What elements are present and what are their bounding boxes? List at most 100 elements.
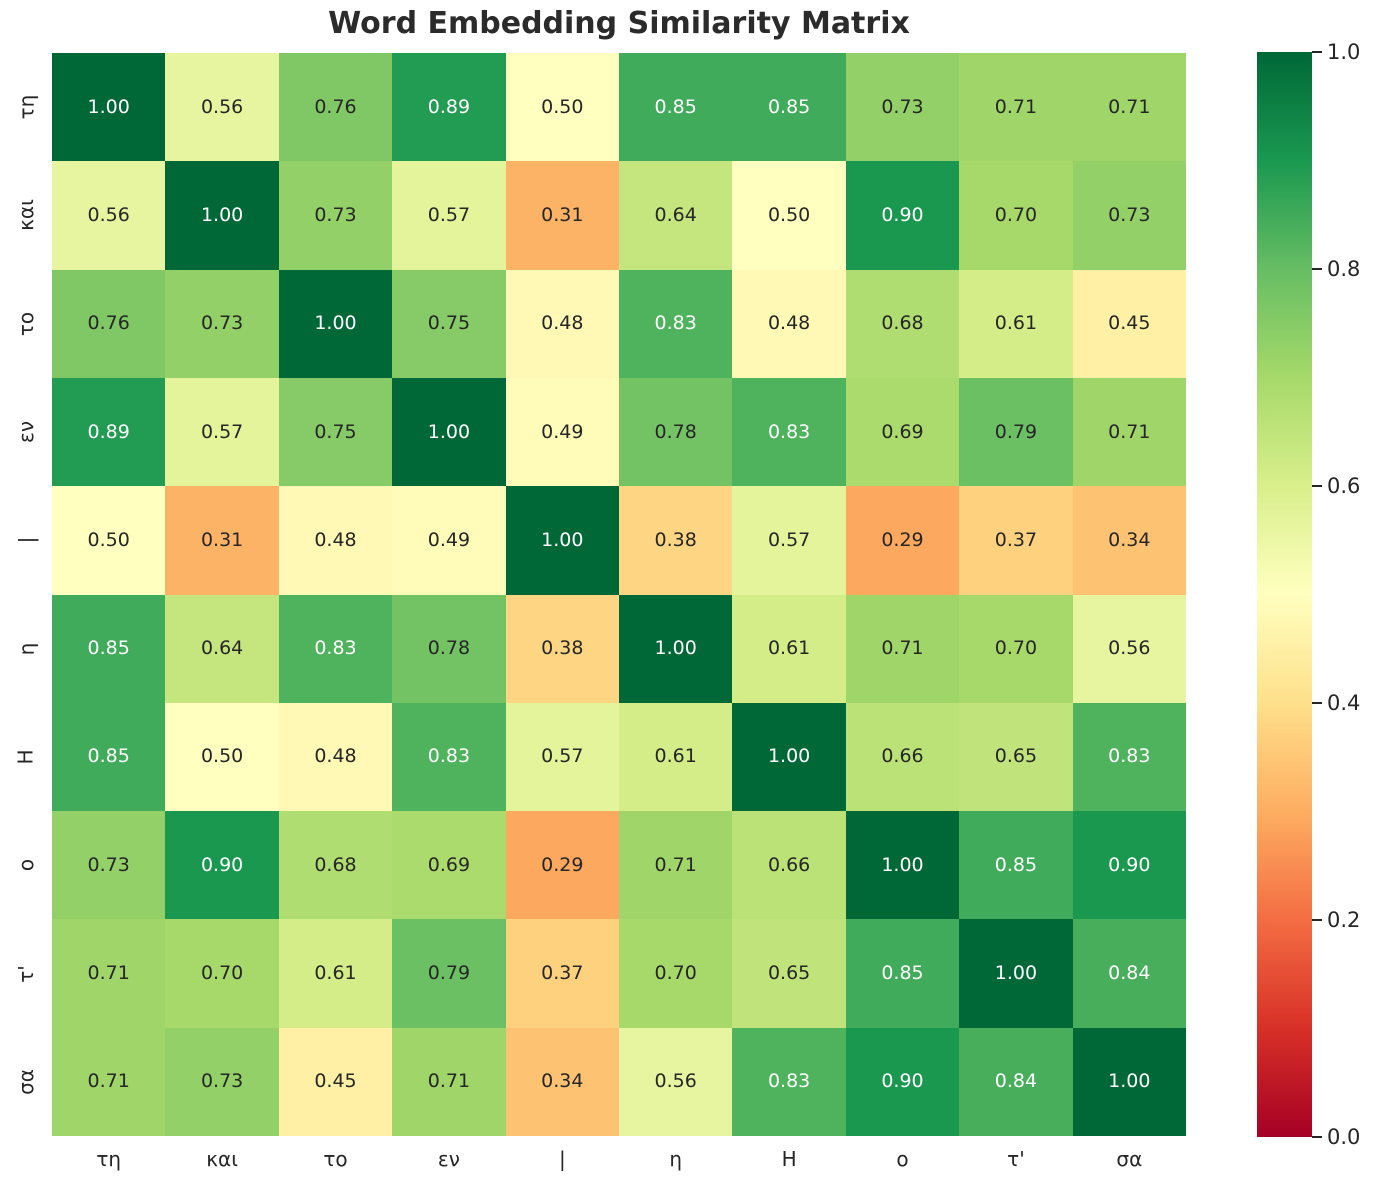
heatmap-cell: 0.49	[505, 377, 619, 487]
heatmap-cell: 0.71	[52, 1027, 166, 1136]
x-tick-label: και	[206, 1147, 238, 1171]
heatmap-cell: 0.34	[1072, 486, 1186, 595]
heatmap-cell: 0.68	[278, 811, 393, 920]
heatmap-cell: 0.83	[392, 702, 506, 812]
heatmap-cell: 0.76	[52, 269, 166, 378]
colorbar-tick-label: 1.0	[1327, 40, 1361, 64]
y-tick-label-text: και	[14, 199, 38, 232]
heatmap-cell: 0.70	[959, 594, 1073, 703]
heatmap-cell: 0.75	[392, 269, 506, 378]
y-tick-label-text: το	[14, 311, 38, 336]
y-tick-label: |	[0, 486, 52, 594]
heatmap-cell: 0.89	[392, 53, 506, 162]
heatmap-cell: 0.57	[505, 702, 619, 812]
heatmap-cell: 0.68	[845, 269, 960, 378]
heatmap-cell: 0.38	[619, 486, 733, 595]
y-tick-label-text: ο	[14, 859, 38, 872]
heatmap-cell: 0.50	[52, 486, 166, 595]
heatmap-cell: 0.85	[959, 811, 1073, 920]
heatmap-cell: 0.89	[52, 377, 166, 487]
heatmap-cell: 0.79	[392, 919, 506, 1028]
y-tick-label: σα	[0, 1028, 52, 1136]
y-tick-label-text: τ'	[13, 964, 38, 983]
heatmap-cell: 1.00	[52, 53, 166, 162]
heatmap-cell: 0.34	[505, 1027, 619, 1136]
colorbar	[1257, 52, 1312, 1137]
y-tick-label-text: τη	[14, 94, 38, 120]
colorbar-tick-mark	[1312, 485, 1322, 487]
heatmap-cell: 0.85	[732, 53, 846, 162]
heatmap-cell: 0.56	[619, 1027, 733, 1136]
heatmap-cell: 0.73	[1072, 161, 1186, 270]
y-tick-label: και	[0, 161, 52, 269]
heatmap-cell: 0.57	[165, 377, 279, 487]
heatmap-cell: 0.83	[619, 269, 733, 378]
colorbar-tick-label: 0.4	[1327, 691, 1361, 715]
heatmap-cell: 0.56	[1072, 594, 1186, 703]
heatmap-cell: 0.69	[392, 811, 506, 920]
heatmap-cell: 0.75	[278, 377, 393, 487]
heatmap-cell: 0.29	[845, 486, 960, 595]
colorbar-tick-mark	[1312, 702, 1322, 704]
x-tick-label: Η	[781, 1147, 797, 1171]
x-tick-label: η	[669, 1147, 683, 1171]
heatmap-cell: 0.83	[278, 594, 393, 703]
heatmap-cell: 0.65	[959, 702, 1073, 812]
heatmap-cell: 0.73	[165, 269, 279, 378]
heatmap-cell: 0.56	[52, 161, 166, 270]
heatmap-cell: 0.73	[52, 811, 166, 920]
heatmap-cell: 0.90	[845, 161, 960, 270]
heatmap-cell: 1.00	[392, 377, 506, 487]
x-tick-label: τη	[96, 1147, 122, 1171]
heatmap-cell: 0.70	[165, 919, 279, 1028]
heatmap-cell: 0.50	[505, 53, 619, 162]
heatmap-cell: 0.57	[732, 486, 846, 595]
y-tick-label-text: σα	[13, 1068, 38, 1095]
heatmap-cell: 0.73	[845, 53, 960, 162]
heatmap-cell: 0.90	[845, 1027, 960, 1136]
heatmap-cell: 0.84	[1072, 919, 1186, 1028]
heatmap-cell: 0.64	[619, 161, 733, 270]
heatmap-cell: 0.73	[165, 1027, 279, 1136]
heatmap-cell: 0.79	[959, 377, 1073, 487]
x-tick-label: σα	[1116, 1147, 1143, 1171]
heatmap-cell: 1.00	[1072, 1027, 1186, 1136]
heatmap-cell: 0.64	[165, 594, 279, 703]
heatmap-cell: 1.00	[505, 486, 619, 595]
heatmap-cell: 0.90	[1072, 811, 1186, 920]
heatmap-cell: 0.85	[52, 702, 166, 812]
heatmap-cell: 0.78	[619, 377, 733, 487]
heatmap-cell: 0.50	[732, 161, 846, 270]
heatmap-cell: 0.45	[278, 1027, 393, 1136]
heatmap-cell: 0.70	[959, 161, 1073, 270]
y-tick-label-text: εν	[13, 421, 38, 444]
colorbar-tick-label: 0.2	[1327, 908, 1361, 932]
heatmap-cell: 0.76	[278, 53, 393, 162]
y-tick-label: εν	[0, 378, 52, 486]
heatmap-cell: 0.61	[732, 594, 846, 703]
y-tick-label-text: |	[14, 536, 38, 544]
colorbar-tick-label: 0.0	[1327, 1125, 1361, 1149]
heatmap-cell: 0.31	[505, 161, 619, 270]
heatmap-cell: 1.00	[165, 161, 279, 270]
colorbar-tick-label: 0.8	[1327, 257, 1361, 281]
heatmap-cell: 1.00	[845, 811, 960, 920]
heatmap-cell: 0.45	[1072, 269, 1186, 378]
heatmap-cell: 0.37	[959, 486, 1073, 595]
heatmap-cell: 0.71	[959, 53, 1073, 162]
heatmap-cell: 0.90	[165, 811, 279, 920]
heatmap-cell: 1.00	[732, 702, 846, 812]
y-tick-label: το	[0, 270, 52, 378]
heatmap-cell: 0.71	[619, 811, 733, 920]
x-tick-label: το	[323, 1147, 348, 1171]
heatmap-cell: 0.50	[165, 702, 279, 812]
heatmap-cell: 1.00	[278, 269, 393, 378]
heatmap-cell: 1.00	[959, 919, 1073, 1028]
y-tick-label-text: Η	[13, 749, 38, 765]
heatmap-cell: 0.85	[845, 919, 960, 1028]
colorbar-tick-label: 0.6	[1327, 474, 1361, 498]
heatmap-cell: 0.49	[392, 486, 506, 595]
heatmap-cell: 0.71	[392, 1027, 506, 1136]
